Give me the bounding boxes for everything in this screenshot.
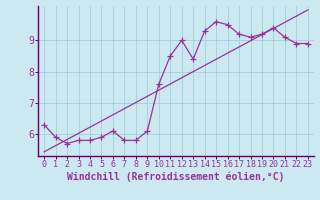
X-axis label: Windchill (Refroidissement éolien,°C): Windchill (Refroidissement éolien,°C) <box>67 172 285 182</box>
